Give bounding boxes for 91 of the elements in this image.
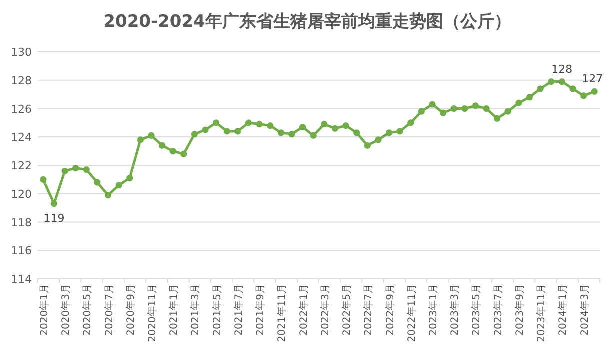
y-tick-label: 130 xyxy=(11,46,32,59)
point xyxy=(332,125,339,132)
point xyxy=(148,132,155,140)
point xyxy=(94,179,101,186)
point xyxy=(558,78,566,86)
x-tick-label: 2020年3月 xyxy=(60,284,72,336)
point xyxy=(570,86,576,92)
point xyxy=(224,128,230,135)
point xyxy=(537,86,544,92)
point xyxy=(83,166,90,174)
point xyxy=(396,128,404,135)
x-tick-label: 2020年5月 xyxy=(82,284,94,336)
x-tick-label: 2020年1月 xyxy=(38,284,50,336)
point xyxy=(375,136,382,144)
x-tick-label: 2023年5月 xyxy=(470,284,483,336)
x-tick-label: 2023年9月 xyxy=(514,284,526,336)
x-tick-label: 2022年11月 xyxy=(406,284,418,342)
point xyxy=(62,168,68,174)
point xyxy=(202,126,209,134)
point xyxy=(321,121,328,128)
point xyxy=(526,94,534,101)
x-tick-label: 2020年7月 xyxy=(103,284,116,336)
point xyxy=(342,122,350,130)
data-label: 119 xyxy=(44,212,65,225)
point xyxy=(418,108,425,115)
y-tick-label: 116 xyxy=(11,244,32,258)
point xyxy=(256,121,263,128)
point xyxy=(591,88,598,96)
point xyxy=(440,110,447,116)
point xyxy=(40,176,47,183)
x-tick-label: 2022年9月 xyxy=(384,284,396,336)
x-tick-label: 2024年3月 xyxy=(578,284,591,336)
y-tick-label: 120 xyxy=(11,188,32,201)
point xyxy=(516,100,522,106)
point xyxy=(364,142,371,149)
point xyxy=(288,130,296,138)
point xyxy=(267,122,274,130)
x-tick-label: 2021年9月 xyxy=(254,284,267,336)
point xyxy=(548,78,555,86)
y-tick-label: 114 xyxy=(11,273,32,286)
x-tick-label: 2022年3月 xyxy=(319,284,332,336)
x-tick-label: 2022年1月 xyxy=(298,284,310,336)
x-tick-label: 2021年3月 xyxy=(190,284,202,336)
point xyxy=(472,102,480,110)
chart-title: 2020-2024年广东省生猪屠宰前均重走势图（公斤） xyxy=(104,12,512,32)
y-tick-label: 122 xyxy=(11,160,32,172)
point xyxy=(180,150,188,158)
x-tick-label: 2021年5月 xyxy=(211,284,224,336)
point xyxy=(483,105,490,112)
point xyxy=(104,192,112,199)
x-tick-label: 2023年3月 xyxy=(449,284,462,336)
point xyxy=(354,130,360,136)
point xyxy=(450,105,458,112)
point xyxy=(245,120,252,126)
point xyxy=(158,142,166,149)
data-label: 128 xyxy=(552,62,573,76)
y-tick-label: 124 xyxy=(11,131,32,144)
point xyxy=(462,105,468,112)
point xyxy=(234,128,242,135)
x-tick-label: 2021年7月 xyxy=(232,284,245,336)
point xyxy=(429,101,436,108)
y-tick-label: 118 xyxy=(11,216,32,230)
point xyxy=(408,120,414,126)
x-tick-label: 2022年7月 xyxy=(362,284,375,336)
y-tick-label: 126 xyxy=(11,102,32,116)
point xyxy=(191,130,198,138)
x-tick-label: 2023年11月 xyxy=(536,284,548,342)
y-tick-label: 128 xyxy=(11,74,32,88)
point xyxy=(170,148,176,155)
point xyxy=(580,92,588,100)
point xyxy=(299,124,306,130)
point xyxy=(310,132,317,140)
point xyxy=(72,165,80,172)
data-label: 127 xyxy=(582,72,604,86)
x-tick-label: 2021年1月 xyxy=(168,284,180,336)
x-tick-label: 2023年1月 xyxy=(427,284,440,336)
x-tick-label: 2020年11月 xyxy=(146,284,158,342)
point xyxy=(386,130,393,136)
point xyxy=(137,136,144,144)
x-tick-label: 2020年9月 xyxy=(124,284,137,336)
point xyxy=(494,115,501,122)
point xyxy=(504,108,512,115)
x-tick-label: 2024年1月 xyxy=(557,284,570,336)
point xyxy=(50,200,58,208)
point xyxy=(116,182,122,189)
point xyxy=(213,120,220,126)
x-tick-label: 2022年5月 xyxy=(341,284,354,336)
point xyxy=(278,130,284,136)
x-tick-label: 2021年11月 xyxy=(276,284,288,342)
point xyxy=(126,174,134,182)
x-tick-label: 2023年7月 xyxy=(492,284,504,336)
